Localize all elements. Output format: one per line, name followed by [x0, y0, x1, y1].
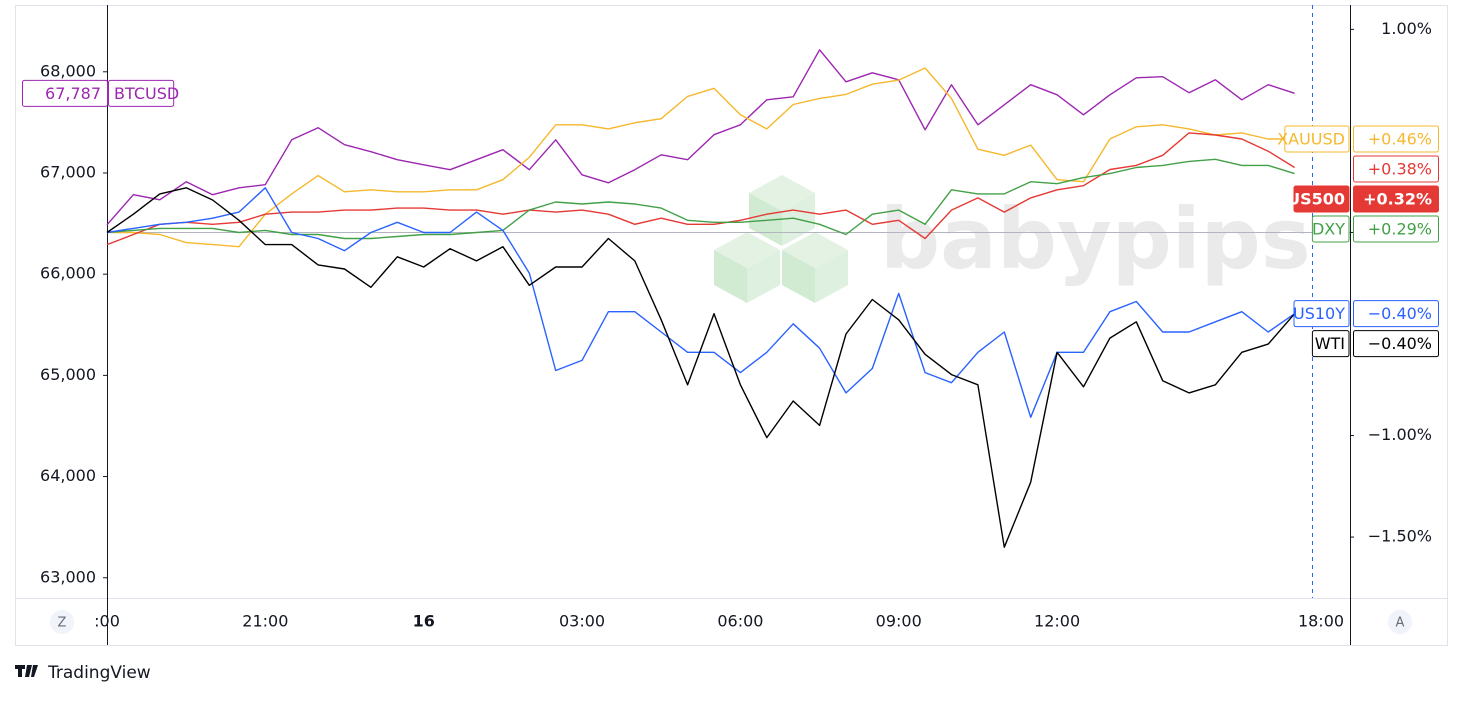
x-tick-label: 12:00	[1034, 612, 1080, 631]
watermark-text: babypips	[880, 190, 1311, 288]
price-tag-value: +0.38%	[1368, 160, 1432, 179]
price-tag-value: +0.32%	[1363, 190, 1432, 209]
series-name: US500	[1287, 190, 1345, 209]
y-tick-label: 65,000	[40, 365, 96, 384]
price-tag-value: 67,787	[45, 84, 101, 103]
series-name: US10Y	[1293, 304, 1345, 323]
watermark-cube	[714, 250, 747, 303]
price-tag-box	[1353, 125, 1439, 153]
price-tag-box	[1353, 185, 1439, 213]
series-line	[106, 49, 1295, 226]
series-name: WTI	[1315, 334, 1345, 353]
series-line	[106, 187, 1295, 418]
y-tick-label: 68,000	[40, 61, 96, 80]
x-tick-label: 18:00	[1298, 612, 1344, 631]
series-name-box	[1311, 330, 1350, 358]
price-tag: 67,787 BTCUSD	[22, 79, 179, 107]
series-line	[107, 67, 1295, 248]
price-tag-box	[22, 79, 108, 107]
brand-icon	[15, 665, 38, 677]
chart-frame	[15, 5, 1448, 646]
series-name: BTCUSD	[114, 84, 179, 103]
watermark: babypips	[714, 175, 1311, 303]
price-tag: WTI −0.40%	[1311, 330, 1439, 358]
price-tag-box	[1353, 155, 1439, 183]
y-tick-label: 66,000	[40, 264, 96, 283]
y-tick-label: 67,000	[40, 162, 96, 181]
price-tag-value: +0.46%	[1368, 130, 1432, 149]
price-tag-box	[1353, 300, 1439, 328]
x-tick-label: 21:00	[242, 612, 288, 631]
y-tick-label: 64,000	[40, 466, 96, 485]
x-tick-label: :00	[94, 612, 120, 631]
price-tag: XAUUSD +0.46%	[1277, 125, 1439, 153]
timezone-button-label[interactable]: Z	[58, 616, 67, 631]
auto-scale-button-label[interactable]: A	[1396, 616, 1405, 631]
price-tag-value: −0.40%	[1368, 334, 1432, 353]
price-tag: DXY +0.29%	[1311, 215, 1439, 243]
series-name: DXY	[1312, 220, 1345, 239]
brand-text: TradingView	[47, 663, 151, 683]
x-tick-label: 06:00	[717, 612, 763, 631]
timezone-button[interactable]	[50, 610, 74, 634]
price-tag-value: −0.40%	[1368, 304, 1432, 323]
price-tag: US500 +0.32%	[1287, 185, 1439, 213]
series-name-box	[1311, 215, 1350, 243]
watermark-cube	[782, 250, 815, 303]
series-name: XAUUSD	[1277, 130, 1345, 149]
watermark-cube	[747, 250, 780, 303]
price-tag: US10Y −0.40%	[1293, 300, 1439, 328]
x-tick-label: 16	[413, 612, 435, 631]
x-tick-label: 09:00	[876, 612, 922, 631]
series-name-box	[108, 79, 175, 107]
series-line	[106, 132, 1295, 246]
series-name-box	[1293, 300, 1350, 328]
series-name-box	[1293, 185, 1350, 213]
price-tag-value: +0.29%	[1368, 220, 1432, 239]
y-tick-label: 63,000	[40, 567, 96, 586]
price-tag-box	[1353, 215, 1439, 243]
auto-scale-button[interactable]	[1388, 610, 1412, 634]
x-tick-label: 03:00	[559, 612, 605, 631]
price-tag-box	[1353, 330, 1439, 358]
brand-logo: TradingView	[15, 663, 151, 683]
y2-tick-label: −1.50%	[1368, 527, 1432, 546]
series-line	[106, 187, 1296, 548]
series-line	[106, 158, 1295, 240]
y2-tick-label: 1.00%	[1381, 19, 1432, 38]
series-name-box	[1284, 125, 1350, 153]
watermark-cube	[815, 250, 848, 303]
y2-tick-label: −1.00%	[1368, 425, 1432, 444]
